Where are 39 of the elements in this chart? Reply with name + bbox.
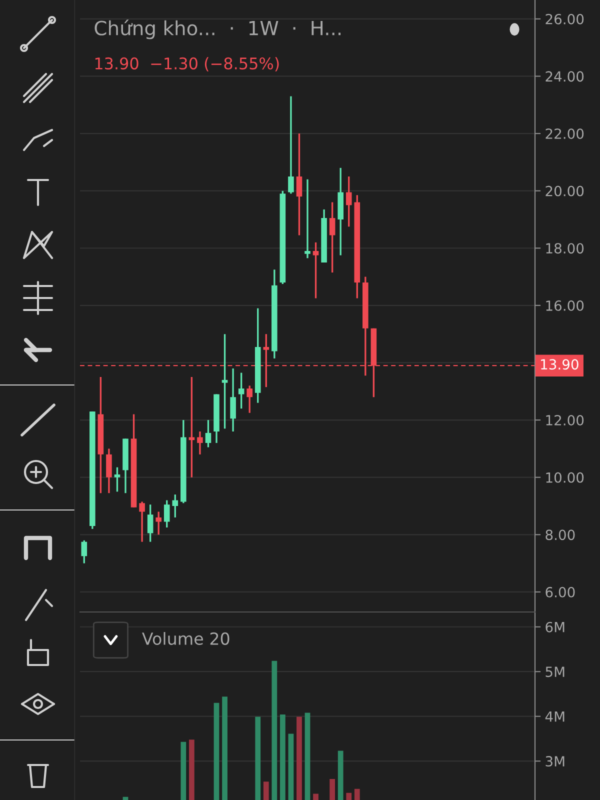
candlestick [139, 500, 145, 543]
y-tick-label: 24.00 [546, 71, 584, 82]
candlestick [188, 376, 195, 478]
y-tick-label: 26.00 [546, 14, 584, 24]
candlestick [230, 368, 236, 432]
candlestick [238, 372, 244, 410]
ref-line-label: 13.90 [541, 359, 578, 370]
candlestick [147, 504, 154, 543]
candlestick [246, 384, 252, 414]
text: Chứng kho... · 1W · H... [94, 20, 341, 40]
candlestick [156, 510, 162, 536]
candlestick [304, 178, 310, 259]
candlestick [222, 333, 228, 430]
y-tick-label: 12.00 [546, 415, 584, 426]
candlestick [172, 494, 178, 518]
y-tick-label: 6.00 [546, 586, 575, 598]
y-tick-label: 5M [546, 666, 564, 678]
y-tick-label: 18.00 [546, 243, 584, 254]
text: 13.90 −1.30 (−8.55%) [95, 57, 279, 72]
candlestick [106, 448, 112, 494]
y-tick-label: 10.00 [546, 472, 584, 483]
candlestick [346, 176, 352, 228]
candlestick [205, 419, 212, 448]
candlestick [164, 499, 170, 528]
candlestick [81, 540, 88, 564]
text: Volume 20 [142, 632, 230, 645]
y-tick-label: 16.00 [546, 300, 584, 311]
candlestick [312, 242, 319, 300]
y-tick-label: 8.00 [546, 530, 575, 540]
y-tick-label: 6M [546, 622, 564, 632]
y-tick-label: 20.00 [546, 186, 584, 196]
y-tick-label: 3M [546, 756, 564, 767]
candlestick [296, 132, 302, 236]
candlestick [288, 95, 294, 195]
y-tick-label: 22.00 [546, 128, 584, 139]
candlestick [114, 466, 120, 492]
y-tick-label: 4M [545, 711, 564, 722]
candlestick [329, 201, 336, 274]
candlestick [197, 430, 203, 456]
